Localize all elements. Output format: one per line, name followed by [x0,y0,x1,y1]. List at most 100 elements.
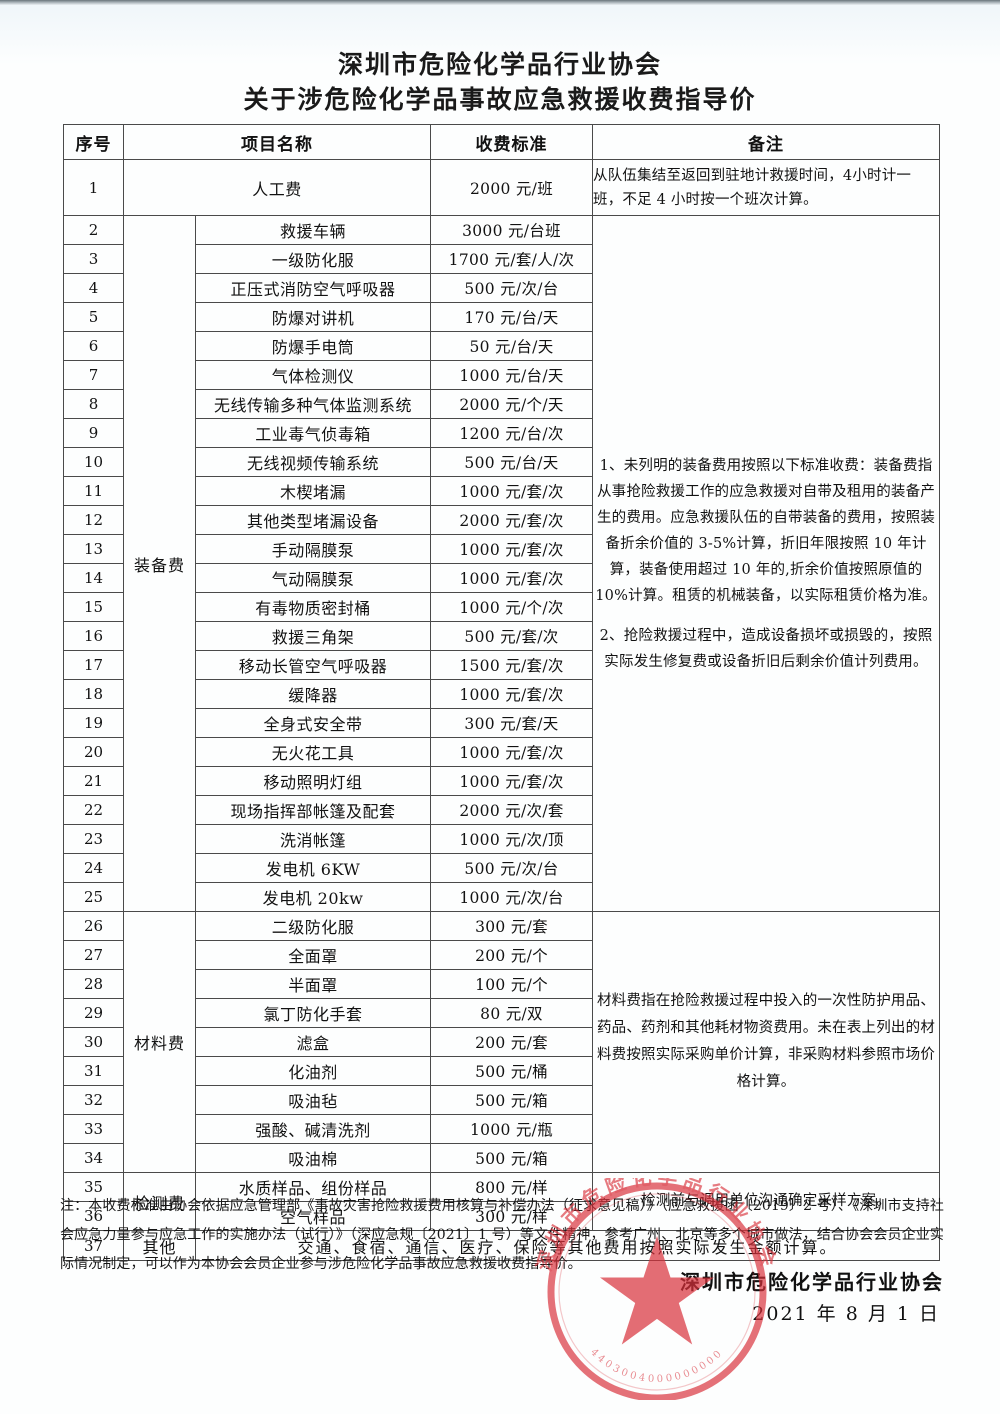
cell-no: 9 [63,418,124,448]
cell-no: 37 [63,1230,124,1261]
cell-item: 移动照明灯组 [195,766,431,796]
cell-fee: 1000 元/次/台 [430,882,593,912]
cell-no: 19 [63,708,124,738]
cell-fee: 500 元/箱 [430,1085,593,1115]
cell-fee: 1000 元/瓶 [430,1114,593,1144]
cell-no: 10 [63,447,124,477]
cell-fee: 1000 元/次/顶 [430,824,593,854]
table-row: 11 木楔堵漏 1000 元/套/次 [63,476,940,506]
table-row: 17 移动长管空气呼吸器 1500 元/套/次 [63,650,940,680]
cell-category-other: 其他 [123,1230,196,1261]
cell-fee: 300 元/套/天 [430,708,593,738]
cell-item: 其他类型堵漏设备 [195,505,431,535]
cell-fee: 50 元/台/天 [430,331,593,361]
cell-item: 全面罩 [195,940,431,970]
cell-no: 12 [63,505,124,535]
cell-fee: 200 元/个 [430,940,593,970]
table-row: 7 气体检测仪 1000 元/台/天 [63,360,940,390]
cell-no: 36 [63,1201,124,1231]
cell-no: 5 [63,302,124,332]
cell-fee: 500 元/台/天 [430,447,593,477]
cell-item: 现场指挥部帐篷及配套 [195,795,431,825]
cell-fee: 80 元/双 [430,998,593,1028]
cell-item: 吸油毡 [195,1085,431,1115]
column-header-item: 项目名称 [123,124,431,160]
column-header-fee: 收费标准 [430,124,593,160]
table-row: 34 吸油棉 500 元/箱 [63,1143,940,1173]
cell-no: 31 [63,1056,124,1086]
cell-item: 缓降器 [195,679,431,709]
cell-item: 洗消帐篷 [195,824,431,854]
table-row: 2 装备费 救援车辆 3000 元/台班 1、未列明的装备费用按照以下标准收费：… [63,215,940,912]
cell-no: 32 [63,1085,124,1115]
cell-item: 无线传输多种气体监测系统 [195,389,431,419]
cell-item: 全身式安全带 [195,708,431,738]
column-header-remark: 备注 [592,124,940,160]
cell-no: 23 [63,824,124,854]
cell-item: 防爆对讲机 [195,302,431,332]
table-row: 27 全面罩 200 元/个 [63,940,940,970]
cell-no: 28 [63,969,124,999]
cell-item: 工业毒气侦毒箱 [195,418,431,448]
cell-item: 正压式消防空气呼吸器 [195,273,431,303]
cell-category-material: 材料费 [123,911,196,1173]
cell-no: 8 [63,389,124,419]
cell-no: 33 [63,1114,124,1144]
cell-item: 救援车辆 [195,215,431,245]
table-row: 3 一级防化服 1700 元/套/人/次 [63,244,940,274]
cell-no: 6 [63,331,124,361]
cell-no: 20 [63,737,124,767]
table-row: 29 氯丁防化手套 80 元/双 [63,998,940,1028]
signature-organization: 深圳市危险化学品行业协会 [680,1270,944,1294]
cell-item: 一级防化服 [195,244,431,274]
cell-no: 24 [63,853,124,883]
table-row: 9 工业毒气侦毒箱 1200 元/台/次 [63,418,940,448]
cell-no: 18 [63,679,124,709]
price-table-wrapper: 序号 项目名称 收费标准 备注 1 人工费 2000 元/班 从队伍集结至返回到… [63,124,940,1261]
table-row: 4 正压式消防空气呼吸器 500 元/次/台 [63,273,940,303]
cell-remark-labor: 从队伍集结至返回到驻地计救援时间，4小时计一班，不足 4 小时按一个班次计算。 [592,159,940,216]
cell-no: 17 [63,650,124,680]
price-table: 序号 项目名称 收费标准 备注 1 人工费 2000 元/班 从队伍集结至返回到… [63,124,940,1261]
cell-fee: 1000 元/套/次 [430,476,593,506]
table-row: 30 滤盒 200 元/套 [63,1027,940,1057]
table-row: 18 缓降器 1000 元/套/次 [63,679,940,709]
cell-item: 木楔堵漏 [195,476,431,506]
cell-item: 氯丁防化手套 [195,998,431,1028]
cell-fee: 3000 元/台班 [430,215,593,245]
cell-no: 30 [63,1027,124,1057]
cell-fee: 100 元/个 [430,969,593,999]
signature-block: 深圳市危险化学品行业协会 2021 年 8 月 1 日 [0,1266,944,1330]
cell-fee: 2000 元/次/套 [430,795,593,825]
table-row: 26 材料费 二级防化服 300 元/套 材料费指在抢险救援过程中投入的一次性防… [63,911,940,1173]
cell-fee: 500 元/箱 [430,1143,593,1173]
svg-text:4403004000000000: 4403004000000000 [588,1347,726,1385]
cell-fee: 500 元/次/台 [430,853,593,883]
cell-no: 29 [63,998,124,1028]
cell-item: 气体检测仪 [195,360,431,390]
cell-fee: 1000 元/个/次 [430,592,593,622]
cell-no: 13 [63,534,124,564]
cell-no: 25 [63,882,124,912]
cell-no: 15 [63,592,124,622]
cell-category-equipment: 装备费 [123,215,196,912]
cell-item: 二级防化服 [195,911,431,941]
cell-no: 16 [63,621,124,651]
title-line-organization: 深圳市危险化学品行业协会 [337,50,662,79]
table-row: 13 手动隔膜泵 1000 元/套/次 [63,534,940,564]
cell-no: 7 [63,360,124,390]
cell-fee: 500 元/桶 [430,1056,593,1086]
cell-item: 移动长管空气呼吸器 [195,650,431,680]
cell-fee: 1000 元/台/天 [430,360,593,390]
cell-no: 35 [63,1172,124,1202]
title-line-subject: 关于涉危险化学品事故应急救援收费指导价 [243,85,757,114]
cell-item: 水质样品、组份样品 [195,1172,431,1202]
table-row: 10 无线视频传输系统 500 元/台/天 [63,447,940,477]
column-header-no: 序号 [63,124,124,160]
cell-item: 吸油棉 [195,1143,431,1173]
cell-fee: 1700 元/套/人/次 [430,244,593,274]
cell-fee: 170 元/台/天 [430,302,593,332]
cell-no: 21 [63,766,124,796]
cell-item: 有毒物质密封桶 [195,592,431,622]
